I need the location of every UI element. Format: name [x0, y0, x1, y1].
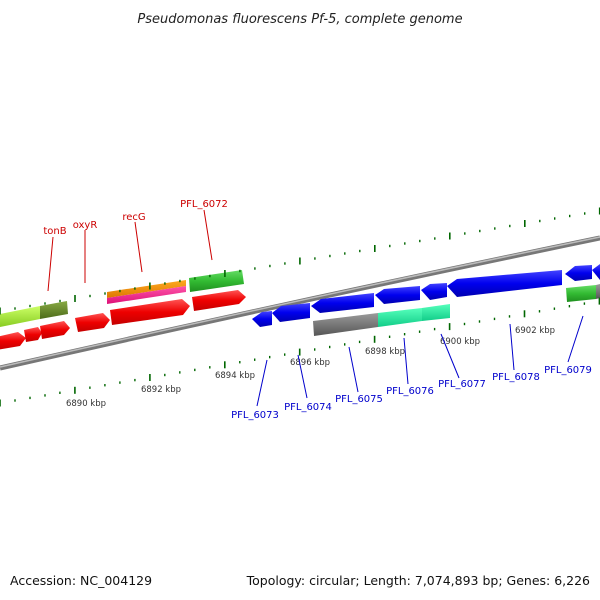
gene-red-d: [75, 313, 110, 332]
label-pfl6078: PFL_6078: [492, 372, 540, 383]
gene-lime: [0, 306, 40, 327]
gene-pfl6075: [311, 293, 374, 313]
gene-pfl6073: [252, 311, 272, 327]
scale-label-6894: 6894 kbp: [215, 371, 255, 381]
forward-strand-genes: [0, 270, 246, 350]
gene-pfl6072: [189, 270, 244, 292]
label-pfl6075: PFL_6075: [335, 394, 383, 405]
gene-recg-pink: [107, 286, 186, 304]
gene-pfl6076: [375, 286, 420, 304]
genome-summary-text: Topology: circular; Length: 7,074,893 bp…: [246, 573, 590, 588]
map-title: Pseudomonas fluorescens Pf-5, complete g…: [137, 12, 462, 27]
gene-blue-edge: [592, 264, 600, 280]
reverse-gene-labels: PFL_6073 PFL_6074 PFL_6075 PFL_6076 PFL_…: [231, 315, 592, 421]
scale-label-6890: 6890 kbp: [66, 399, 106, 409]
scale-ticks: [0, 207, 600, 407]
gene-gray: [313, 313, 378, 336]
gene-red-b: [24, 327, 42, 342]
label-tonb: tonB: [43, 226, 66, 237]
label-pfl6079: PFL_6079: [544, 365, 592, 376]
reverse-strand-genes: [252, 264, 600, 336]
genome-backbone: [0, 235, 600, 371]
label-recg: recG: [122, 212, 145, 223]
forward-gene-labels: tonB oxyR recG PFL_6072: [43, 199, 228, 292]
label-oxyr: oxyR: [73, 220, 98, 231]
accession-text: Accession: NC_004129: [10, 573, 152, 588]
gene-green-right: [566, 285, 596, 302]
label-pfl6077: PFL_6077: [438, 379, 486, 390]
scale-label-6896: 6896 kbp: [290, 358, 330, 368]
gene-tonb: [40, 301, 68, 319]
gene-red-e: [110, 299, 190, 325]
gene-red-f: [192, 290, 246, 311]
label-pfl6072: PFL_6072: [180, 199, 228, 210]
gene-pfl6074: [272, 303, 310, 322]
gene-cyan-b: [422, 304, 450, 321]
scale-label-6898: 6898 kbp: [365, 347, 405, 357]
gene-red-c: [40, 321, 70, 339]
gene-recg-orange: [107, 280, 186, 298]
gene-gray-right: [596, 284, 600, 299]
label-pfl6073: PFL_6073: [231, 410, 279, 421]
label-pfl6074: PFL_6074: [284, 402, 332, 413]
gene-cyan-a: [378, 308, 422, 327]
gene-red-a: [0, 332, 26, 350]
gene-pfl6078: [447, 270, 562, 297]
scale-label-6902: 6902 kbp: [515, 326, 555, 336]
gene-pfl6077: [421, 283, 447, 300]
gene-pfl6079: [565, 265, 592, 281]
scale-labels: 6890 kbp 6892 kbp 6894 kbp 6896 kbp 6898…: [66, 326, 555, 409]
label-pfl6076: PFL_6076: [386, 386, 434, 397]
scale-label-6892: 6892 kbp: [141, 385, 181, 395]
scale-label-6900: 6900 kbp: [440, 337, 480, 347]
